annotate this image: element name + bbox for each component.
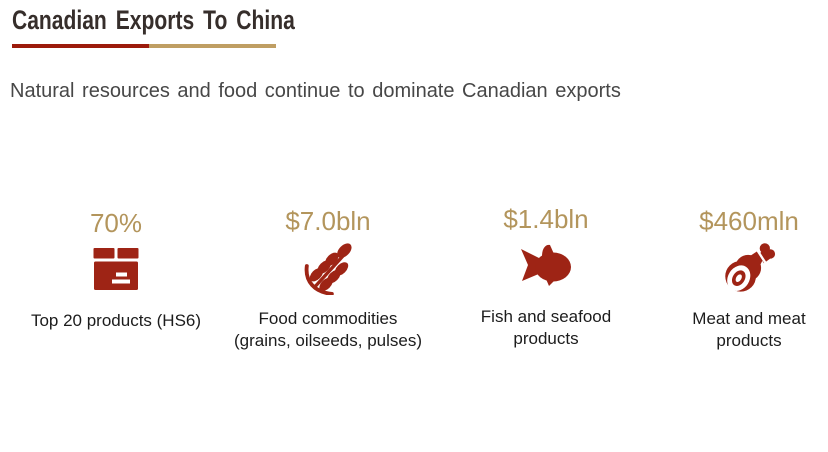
stat-label: Food commodities (grains, oilseeds, puls… (233, 309, 423, 350)
page-subtitle: Natural resources and food continue to d… (10, 80, 621, 102)
divider-tan-segment (149, 44, 276, 48)
stat-meat-products: $460mln Meat and meat (634, 208, 828, 352)
fish-icon (431, 238, 661, 292)
stat-label: Fish and seafood products (480, 307, 612, 348)
page-title: Canadian Exports To China (12, 5, 295, 35)
stat-value: $7.0bln (285, 206, 371, 236)
title-divider (12, 44, 276, 48)
stat-label: Meat and meat products (692, 309, 806, 350)
stat-top-products: 70% Top 20 products (HS6) (1, 210, 231, 332)
ham-leg-icon (634, 240, 828, 294)
stat-value: $1.4bln (503, 204, 589, 234)
stat-food-commodities: $7.0bln Food commodities (grains, oilsee… (213, 208, 443, 352)
package-box-icon (1, 242, 231, 296)
stat-label: Top 20 products (HS6) (30, 311, 202, 330)
stat-value: 70% (89, 208, 143, 238)
stat-value: $460mln (699, 206, 799, 236)
wheat-sprig-icon (213, 240, 443, 295)
divider-red-segment (12, 44, 149, 48)
stat-fish-seafood: $1.4bln Fish and seafood products (431, 206, 661, 350)
